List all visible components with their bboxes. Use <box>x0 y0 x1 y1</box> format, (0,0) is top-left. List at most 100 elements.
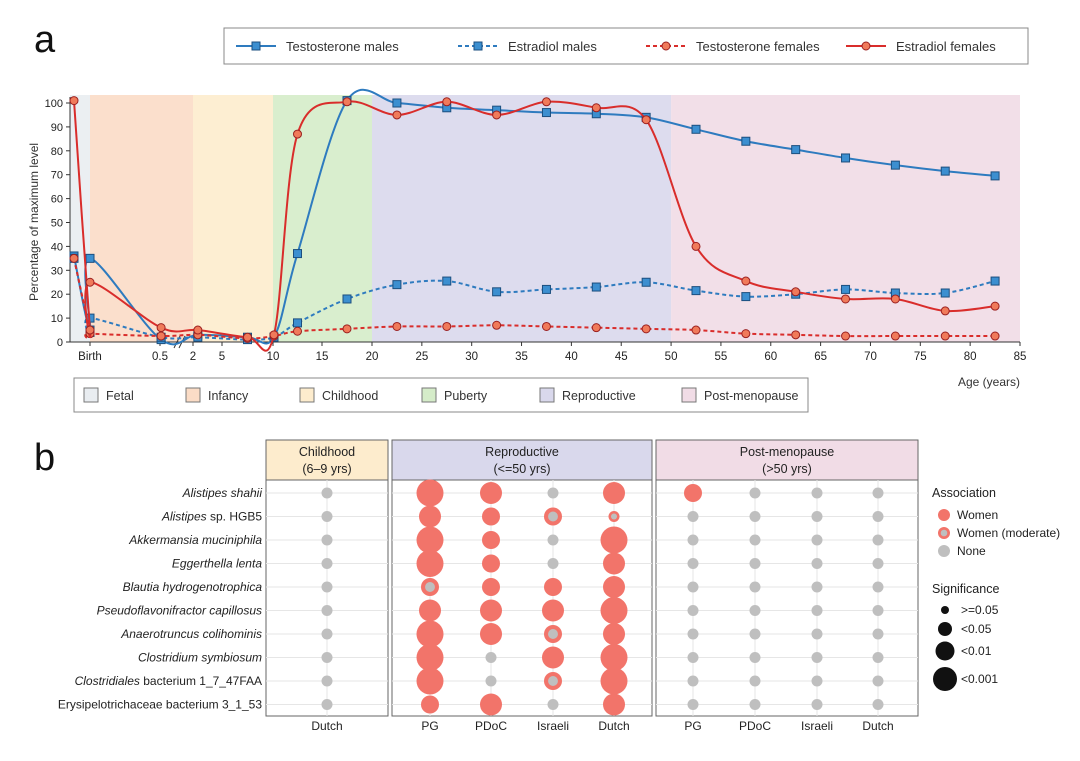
x-tick-label: 0.5 <box>152 351 168 363</box>
dot-women <box>482 531 500 549</box>
legend-marker-circle <box>861 41 871 51</box>
data-point-estradiol-females <box>442 97 452 107</box>
legend-label: Estradiol males <box>508 39 597 54</box>
dot-women <box>603 693 625 716</box>
stage-legend-label: Puberty <box>444 389 488 403</box>
x-tick-label: 75 <box>914 351 927 363</box>
group-title: Post-menopause <box>740 445 835 459</box>
x-tick-label: 55 <box>715 351 728 363</box>
significance-legend-label: >=0.05 <box>961 603 999 617</box>
association-swatch-none <box>938 545 950 557</box>
dot-none <box>749 581 761 593</box>
life-stage-legend: Fetal Infancy Childhood Puberty Reproductive… <box>73 377 809 413</box>
dot-women <box>480 599 502 622</box>
data-point-estradiol-females <box>85 325 95 335</box>
dot-none <box>872 581 884 593</box>
data-point-estradiol-females <box>641 115 651 125</box>
stage-legend-swatch <box>299 387 315 403</box>
data-point-testosterone-females <box>293 326 302 336</box>
data-point-testosterone-females <box>492 320 502 330</box>
dot-none <box>687 605 699 616</box>
y-tick-label: 30 <box>51 265 63 277</box>
dot-none <box>547 699 559 710</box>
data-point-testosterone-females <box>841 331 851 341</box>
stage-legend-label: Childhood <box>322 389 378 403</box>
x-tick-label: 25 <box>415 351 428 363</box>
stage-legend-frame <box>73 377 809 413</box>
stage-band-infancy <box>90 95 193 342</box>
significance-legend-label: <0.01 <box>961 644 992 658</box>
x-tick-label: 10 <box>267 351 280 363</box>
dot-none <box>687 558 699 569</box>
dot-women <box>416 526 444 554</box>
data-point-estradiol-males <box>741 292 751 302</box>
species-name-rest: Erysipelotrichaceae bacterium 3_1_53 <box>58 698 262 712</box>
cohort-label: PDoC <box>475 719 507 733</box>
dot-none <box>321 511 333 522</box>
dot-women <box>603 623 625 645</box>
stage-legend-swatch <box>539 387 555 403</box>
panel-a-series <box>69 88 1000 352</box>
panel-a-label: a <box>34 19 56 61</box>
stage-legend-label: Fetal <box>106 389 134 403</box>
data-point-estradiol-females <box>591 103 601 113</box>
significance-swatch <box>933 667 957 691</box>
data-point-estradiol-males <box>990 276 1000 286</box>
species-name-italic: Alistipes <box>161 510 207 524</box>
data-point-estradiol-females <box>890 294 900 304</box>
group-title: Childhood <box>299 445 355 459</box>
x-tick-label: 15 <box>316 351 329 363</box>
dot-none <box>811 675 823 687</box>
dot-women <box>416 667 444 695</box>
species-label: Alistipes shahii <box>182 486 263 500</box>
association-legend-label: Women <box>957 508 998 522</box>
dot-none <box>321 581 333 593</box>
x-tick-label: 35 <box>515 351 528 363</box>
dot-women <box>416 644 444 671</box>
panel-b-dot-plot: Childhood (6–9 yrs) Dutch Reproductive (<=50… <box>58 439 1060 733</box>
dot-none <box>872 628 884 640</box>
cohort-label: Israeli <box>537 719 569 733</box>
species-name-rest: bacterium 1_7_47FAA <box>140 674 262 688</box>
dot-women <box>416 479 444 507</box>
stage-band-childhood <box>193 95 273 342</box>
x-tick-label: 80 <box>964 351 977 363</box>
x-tick-label: 45 <box>615 351 628 363</box>
dot-women <box>419 599 441 622</box>
dot-women <box>419 505 441 528</box>
significance-legend-title: Significance <box>932 582 999 596</box>
dot-women <box>600 667 628 695</box>
dot-none <box>872 675 884 687</box>
dot-none <box>321 652 333 663</box>
dot-none <box>547 534 559 546</box>
data-point-estradiol-females <box>342 97 352 107</box>
dot-none <box>321 675 333 687</box>
legend-marker-circle <box>661 41 671 51</box>
data-point-estradiol-males <box>442 276 452 286</box>
y-tick-label: 10 <box>51 313 63 325</box>
dot-none <box>811 699 823 710</box>
data-point-estradiol-males <box>691 286 701 296</box>
dot-none <box>872 511 884 522</box>
data-point-testosterone-females <box>890 331 900 341</box>
association-legend-label: Women (moderate) <box>957 526 1060 540</box>
stage-legend-label: Infancy <box>208 389 249 403</box>
dot-women <box>544 578 562 596</box>
dot-women-moderate-core <box>548 511 558 522</box>
dot-none <box>687 699 699 710</box>
dot-none <box>749 511 761 522</box>
group-subtitle: (6–9 yrs) <box>302 462 351 476</box>
data-point-testosterone-males <box>940 166 950 176</box>
data-point-estradiol-males <box>293 318 302 328</box>
cohort-label: Dutch <box>311 719 342 733</box>
stage-band-puberty <box>273 95 372 342</box>
association-legend-title: Association <box>932 486 996 500</box>
data-point-estradiol-females <box>293 129 302 139</box>
stage-band-reproductive <box>372 95 672 342</box>
species-label: Anaerotruncus colihominis <box>120 627 262 641</box>
cohort-label: PDoC <box>739 719 771 733</box>
significance-swatch <box>941 606 949 614</box>
dot-women-moderate-core <box>548 676 558 686</box>
data-point-estradiol-females <box>541 97 551 107</box>
